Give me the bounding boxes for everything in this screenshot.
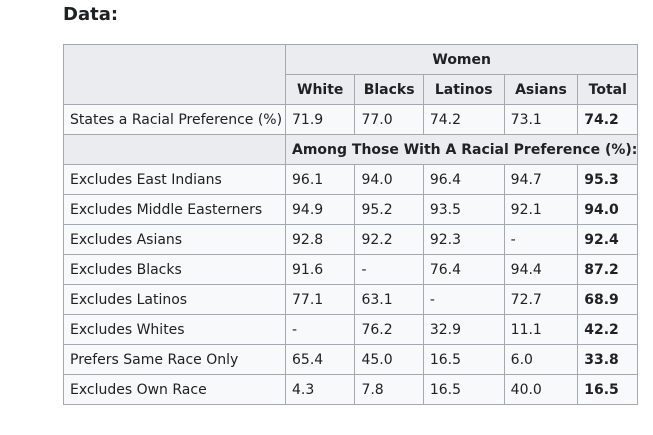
- row-label: Excludes Blacks: [63, 254, 286, 285]
- cell-asians: 11.1: [503, 314, 579, 345]
- table-row: Excludes Asians 92.8 92.2 92.3-92.4: [63, 224, 639, 255]
- cell-white: 65.4: [284, 344, 356, 375]
- cell-latinos: -: [422, 284, 505, 315]
- cell-asians: -: [503, 224, 579, 255]
- cell-latinos: 16.5: [422, 374, 505, 405]
- table-row: Excludes Middle Easterners 94.9 95.2 93.5 92…: [63, 194, 639, 225]
- subheader-blank-cell: [63, 134, 286, 165]
- cell-latinos: 96.4: [422, 164, 505, 195]
- cell-white: -: [284, 314, 356, 345]
- table-row: Excludes Blacks 91.6-76.4 94.4 87.2: [63, 254, 639, 285]
- cell-blacks: 63.1: [354, 284, 424, 315]
- cell-blacks: 45.0: [354, 344, 424, 375]
- cell-asians: 73.1: [503, 104, 579, 135]
- cell-latinos: 93.5: [422, 194, 505, 225]
- cell-blacks: 95.2: [354, 194, 424, 225]
- table-row: Excludes East Indians 96.1 94.0 96.4 94.7 95.…: [63, 164, 639, 195]
- cell-latinos: 74.2: [422, 104, 505, 135]
- column-header-asians: Asians: [503, 74, 579, 105]
- cell-asians: 6.0: [503, 344, 579, 375]
- table-row: Excludes Whites -76.2 32.9 11.1 42.2: [63, 314, 639, 345]
- row-label: Prefers Same Race Only: [63, 344, 286, 375]
- cell-total: 68.9: [577, 284, 639, 315]
- cell-asians: 92.1: [503, 194, 579, 225]
- cell-total: 33.8: [577, 344, 639, 375]
- cell-blacks: -: [354, 254, 424, 285]
- cell-white: 4.3: [284, 374, 356, 405]
- column-header-white: White: [284, 74, 356, 105]
- cell-blacks: 92.2: [354, 224, 424, 255]
- cell-total: 95.3: [577, 164, 639, 195]
- cell-total: 74.2: [577, 104, 639, 135]
- cell-latinos: 92.3: [422, 224, 505, 255]
- women-group-header: Women: [284, 44, 639, 75]
- cell-white: 91.6: [284, 254, 356, 285]
- cell-white: 94.9: [284, 194, 356, 225]
- cell-total: 87.2: [577, 254, 639, 285]
- preference-row: States a Racial Preference (%) 71.9 77.0…: [63, 104, 639, 135]
- cell-asians: 40.0: [503, 374, 579, 405]
- subheader-row: Among Those With A Racial Preference (%)…: [63, 134, 639, 165]
- column-header-total: Total: [577, 74, 639, 105]
- table-row: Prefers Same Race Only 65.4 45.0 16.5 6.0 33.…: [63, 344, 639, 375]
- cell-white: 71.9: [284, 104, 356, 135]
- row-label: Excludes Own Race: [63, 374, 286, 405]
- racial-preference-table: Women White Blacks Latinos Asians Total …: [63, 44, 639, 405]
- cell-asians: 94.4: [503, 254, 579, 285]
- row-label: Excludes Asians: [63, 224, 286, 255]
- cell-latinos: 76.4: [422, 254, 505, 285]
- cell-white: 77.1: [284, 284, 356, 315]
- cell-total: 42.2: [577, 314, 639, 345]
- row-label: Excludes Middle Easterners: [63, 194, 286, 225]
- cell-total: 94.0: [577, 194, 639, 225]
- row-label: Excludes East Indians: [63, 164, 286, 195]
- cell-blacks: 94.0: [354, 164, 424, 195]
- cell-total: 16.5: [577, 374, 639, 405]
- cell-asians: 94.7: [503, 164, 579, 195]
- column-header-latinos: Latinos: [422, 74, 505, 105]
- table-row: Excludes Own Race 4.3 7.8 16.5 40.0 16.5: [63, 374, 639, 405]
- cell-white: 92.8: [284, 224, 356, 255]
- column-header-row: White Blacks Latinos Asians Total: [64, 74, 639, 105]
- corner-cell: [63, 44, 286, 105]
- table-row: Excludes Latinos 77.1 63.1-72.7 68.9: [63, 284, 639, 315]
- cell-blacks: 77.0: [354, 104, 424, 135]
- group-header-row: Women: [63, 44, 639, 105]
- cell-white: 96.1: [284, 164, 356, 195]
- cell-blacks: 76.2: [354, 314, 424, 345]
- cell-latinos: 32.9: [422, 314, 505, 345]
- row-label: States a Racial Preference (%): [63, 104, 286, 135]
- cell-latinos: 16.5: [422, 344, 505, 375]
- row-label: Excludes Whites: [63, 314, 286, 345]
- cell-asians: 72.7: [503, 284, 579, 315]
- cell-blacks: 7.8: [354, 374, 424, 405]
- cell-total: 92.4: [577, 224, 639, 255]
- row-label: Excludes Latinos: [63, 284, 286, 315]
- section-heading: Data:: [63, 4, 119, 25]
- subheader: Among Those With A Racial Preference (%)…: [284, 134, 639, 165]
- column-header-blacks: Blacks: [354, 74, 424, 105]
